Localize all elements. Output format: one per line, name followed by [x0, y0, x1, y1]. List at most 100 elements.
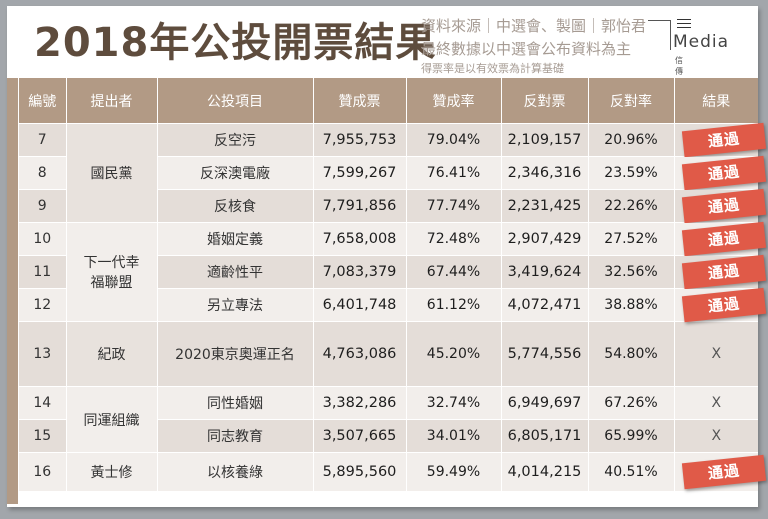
row-item: 適齡性平 [156, 255, 313, 289]
row-no-rate: 27.52% [587, 222, 674, 256]
row-yes-rate: 76.41% [405, 156, 501, 190]
table-row: 12 另立專法 6,401,748 61.12% 4,072,471 38.88… [19, 287, 766, 323]
row-no: 11 [19, 255, 66, 289]
table-row: 16 黃士修 以核養綠 5,895,560 59.49% 4,014,215 4… [19, 452, 766, 491]
source-line-3: 得票率是以有效票為計算基礎 [421, 62, 564, 75]
row-no: 9 [19, 189, 66, 223]
row-no-votes: 6,805,171 [500, 419, 588, 453]
row-no-votes: 3,419,624 [500, 255, 588, 289]
pass-badge: 通過 [681, 188, 766, 224]
row-item: 另立專法 [156, 288, 313, 322]
row-yes: 7,083,379 [312, 255, 406, 289]
logo-text: Media [673, 32, 730, 52]
proposer-cell: 黃士修 [65, 452, 157, 491]
row-item: 反深澳電廠 [156, 156, 313, 190]
col-header-yes-rate: 贊成率 [405, 78, 501, 124]
row-result: 通過 [673, 254, 766, 290]
referendum-results-table: 編號 提出者 公投項目 贊成票 贊成率 反對票 反對率 結果 7 國民黨 反空污… [19, 78, 766, 491]
row-no-rate: 20.96% [587, 123, 674, 157]
row-item: 以核養綠 [156, 452, 313, 491]
media-logo: Media 信 傳 媒 [648, 15, 748, 87]
proposer-cell: 同運組織 [65, 386, 157, 453]
proposer-cell: 下一代幸 福聯盟 [65, 222, 157, 322]
row-result: 通過 [673, 452, 766, 491]
row-result: 通過 [673, 188, 766, 224]
pass-badge: 通過 [681, 122, 766, 158]
row-no: 12 [19, 288, 66, 322]
col-header-result: 結果 [673, 78, 758, 124]
row-no: 8 [19, 156, 66, 190]
source-line-2: 最終數據以中選會公布資料為主 [421, 40, 632, 58]
table-row: 14 同運組織 同性婚姻 3,382,286 32.74% 6,949,697 … [19, 386, 758, 453]
row-no-rate: 65.99% [587, 419, 674, 453]
row-no-votes: 6,949,697 [500, 386, 588, 420]
row-result: 通過 [673, 287, 766, 323]
row-item: 同性婚姻 [156, 386, 313, 420]
row-no-rate: 38.88% [587, 288, 674, 322]
row-no: 16 [19, 452, 66, 491]
row-yes-rate: 59.49% [405, 452, 501, 491]
row-no-rate: 40.51% [587, 452, 674, 491]
col-header-proposer: 提出者 [65, 78, 157, 124]
col-header-yes: 贊成票 [312, 78, 406, 124]
row-yes: 3,382,286 [312, 386, 406, 420]
table-row: 11 適齡性平 7,083,379 67.44% 3,419,624 32.56… [19, 254, 766, 290]
logo-bars-icon [677, 19, 691, 31]
row-yes-rate: 34.01% [405, 419, 501, 453]
row-yes-rate: 77.74% [405, 189, 501, 223]
row-yes-rate: 72.48% [405, 222, 501, 256]
proposer-cell: 紀政 [65, 321, 157, 387]
row-item: 2020東京奧運正名 [156, 321, 313, 387]
pass-badge: 通過 [681, 454, 766, 490]
row-no-rate: 23.59% [587, 156, 674, 190]
fail-mark: X [673, 419, 758, 453]
pass-badge: 通過 [681, 254, 766, 290]
col-header-no-rate: 反對率 [587, 78, 674, 124]
col-header-no: 編號 [19, 78, 66, 124]
row-yes: 5,895,560 [312, 452, 406, 491]
col-header-no-votes: 反對票 [500, 78, 588, 124]
row-item: 同志教育 [156, 419, 313, 453]
row-no-votes: 2,109,157 [500, 123, 588, 157]
row-yes-rate: 67.44% [405, 255, 501, 289]
row-no: 7 [19, 123, 66, 157]
row-no-votes: 4,072,471 [500, 288, 588, 322]
row-no-votes: 5,774,556 [500, 321, 588, 387]
row-no-rate: 67.26% [587, 386, 674, 420]
table-row: 15 同志教育 3,507,665 34.01% 6,805,171 65.99… [19, 419, 758, 453]
page-title: 2018年公投開票結果 [34, 20, 437, 66]
logo-line-v [670, 20, 671, 50]
row-no: 14 [19, 386, 66, 420]
row-no-votes: 2,231,425 [500, 189, 588, 223]
fail-mark: X [673, 386, 758, 420]
proposer-line-2: 福聯盟 [90, 275, 133, 291]
row-no-rate: 22.26% [587, 189, 674, 223]
row-yes: 7,955,753 [312, 123, 406, 157]
table-row: 10 下一代幸 福聯盟 婚姻定義 7,658,008 72.48% 2,907,4… [19, 221, 766, 322]
pass-badge: 通過 [681, 221, 766, 257]
table-row: 9 反核食 7,791,856 77.74% 2,231,425 22.26% … [19, 188, 766, 224]
row-yes-rate: 32.74% [405, 386, 501, 420]
logo-line-h [648, 20, 670, 21]
row-item: 反核食 [156, 189, 313, 223]
row-no-rate: 54.80% [587, 321, 674, 387]
table-row: 13 紀政 2020東京奧運正名 4,763,086 45.20% 5,774,… [19, 321, 758, 387]
table-row: 7 國民黨 反空污 7,955,753 79.04% 2,109,157 20.… [19, 122, 766, 223]
row-item: 婚姻定義 [156, 222, 313, 256]
table-row: 8 反深澳電廠 7,599,267 76.41% 2,346,316 23.59… [19, 155, 766, 191]
table-header-row: 編號 提出者 公投項目 贊成票 贊成率 反對票 反對率 結果 [19, 78, 758, 124]
row-yes: 7,658,008 [312, 222, 406, 256]
row-no: 10 [19, 222, 66, 256]
source-line-1: 資料來源｜中選會、製圖｜郭怡君 [421, 17, 647, 35]
row-yes: 7,599,267 [312, 156, 406, 190]
row-yes-rate: 61.12% [405, 288, 501, 322]
fail-mark: X [673, 321, 758, 387]
row-yes-rate: 45.20% [405, 321, 501, 387]
row-result: 通過 [673, 221, 766, 257]
proposer-cell: 國民黨 [65, 123, 157, 223]
pass-badge: 通過 [681, 155, 766, 191]
row-no-rate: 32.56% [587, 255, 674, 289]
row-no-votes: 4,014,215 [500, 452, 588, 491]
row-yes: 6,401,748 [312, 288, 406, 322]
left-accent-strip [7, 78, 18, 504]
